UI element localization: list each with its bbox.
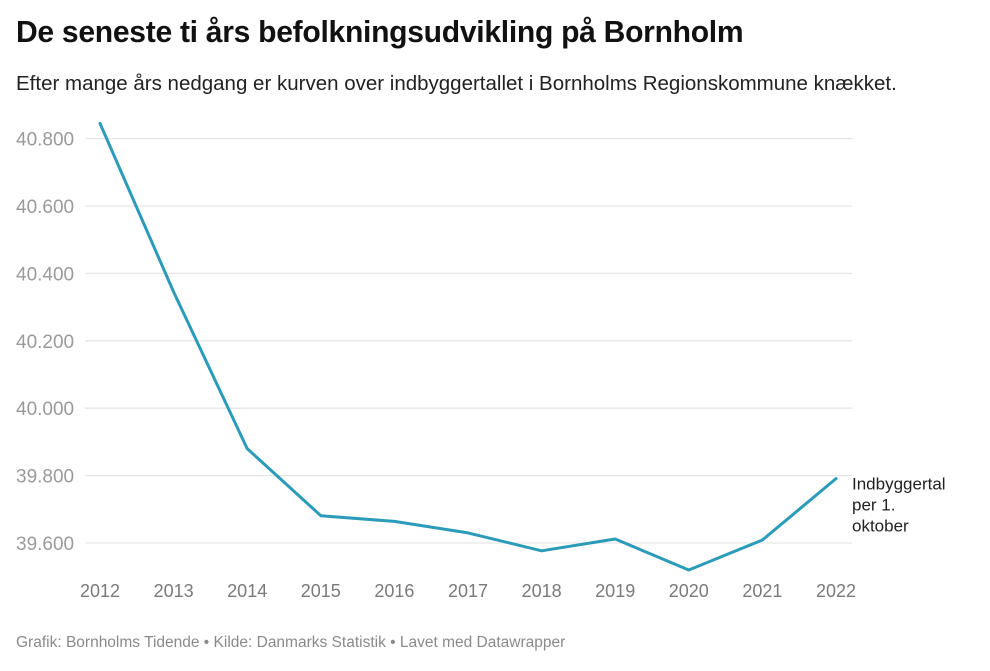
y-tick-label: 39.800 bbox=[16, 467, 74, 488]
series-label: Indbyggertal per 1. oktober bbox=[852, 475, 946, 536]
gridlines bbox=[85, 137, 852, 544]
x-axis-labels: 2012 2013 2014 2015 2016 2017 2018 2019 2020 2021… bbox=[80, 581, 856, 601]
x-tick-label: 2014 bbox=[227, 581, 267, 601]
y-tick-label: 40.000 bbox=[16, 399, 74, 420]
x-tick-label: 2018 bbox=[522, 581, 562, 601]
chart-footer-credits: Grafik: Bornholms Tidende • Kilde: Danma… bbox=[16, 634, 566, 651]
series-label-line: Indbyggertal bbox=[852, 475, 946, 494]
chart-subtitle: Efter mange års nedgang er kurven over i… bbox=[16, 72, 897, 95]
chart-title: De seneste ti års befolkningsudvikling p… bbox=[16, 14, 744, 49]
x-tick-label: 2012 bbox=[80, 581, 120, 601]
population-line bbox=[98, 121, 838, 572]
y-tick-label: 39.600 bbox=[16, 534, 74, 555]
y-tick-label: 40.400 bbox=[16, 264, 74, 285]
y-tick-label: 40.800 bbox=[16, 130, 74, 151]
x-tick-label: 2013 bbox=[154, 581, 194, 601]
series-label-line: oktober bbox=[852, 517, 909, 536]
x-tick-label: 2021 bbox=[742, 581, 782, 601]
y-axis-labels: 39.600 39.800 40.000 40.200 40.400 40.600 40.8… bbox=[16, 130, 74, 555]
x-tick-label: 2019 bbox=[595, 581, 635, 601]
y-tick-label: 40.200 bbox=[16, 332, 74, 353]
x-tick-label: 2016 bbox=[374, 581, 414, 601]
x-tick-label: 2020 bbox=[669, 581, 709, 601]
series-label-line: per 1. bbox=[852, 496, 895, 515]
x-tick-label: 2017 bbox=[448, 581, 488, 601]
y-tick-label: 40.600 bbox=[16, 197, 74, 218]
x-tick-label: 2015 bbox=[301, 581, 341, 601]
x-tick-label: 2022 bbox=[816, 581, 856, 601]
